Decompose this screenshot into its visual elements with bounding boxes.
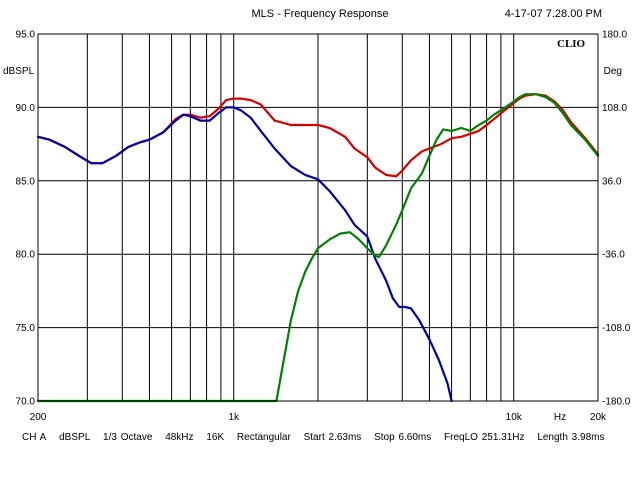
series-line-3 <box>36 93 600 403</box>
y-tick-label: 80.0 <box>16 250 36 261</box>
y-tick-label: 95.0 <box>16 30 36 41</box>
footer-size: 16K <box>206 432 225 443</box>
y2-tick-label: 108.0 <box>602 103 627 114</box>
y-axis-label-left: dBSPL <box>3 66 35 77</box>
tick-labels: 95.0 90.0 85.0 80.0 75.0 70.0 180.0 108.0 36.0 -3… <box>16 30 631 424</box>
y2-tick-label: -108.0 <box>602 323 631 334</box>
x-tick-label: 200 <box>30 412 47 423</box>
series-layer <box>36 93 600 403</box>
y-tick-label: 70.0 <box>16 397 36 408</box>
chart-title: MLS - Frequency Response <box>251 8 389 20</box>
footer-unit: dBSPL <box>59 432 91 443</box>
x-tick-label: 10k <box>506 412 523 423</box>
plot-frame <box>37 33 599 402</box>
grid-lines <box>38 34 598 401</box>
footer-smoothing: 1/3 Octave <box>103 432 153 443</box>
y-axis-label-right: Deg <box>603 66 622 77</box>
y2-tick-label: -36.0 <box>602 250 625 261</box>
series-line-2 <box>36 106 453 403</box>
y2-tick-label: 36.0 <box>602 176 622 187</box>
y2-tick-label: -180.0 <box>602 397 631 408</box>
footer-freqlo: FreqLO 251.31Hz <box>444 432 525 443</box>
clio-logo: CLIO <box>557 38 586 50</box>
footer-window: Rectangular <box>236 432 291 443</box>
measurement-settings: CH A dBSPL 1/3 Octave 48kHz 16K Rectangu… <box>22 432 613 444</box>
footer-length: Length 3.98ms <box>537 432 605 443</box>
x-tick-label: 1k <box>228 412 240 423</box>
x-axis-label: Hz <box>554 412 566 423</box>
footer-sample-rate: 48kHz <box>165 432 194 443</box>
y-tick-label: 90.0 <box>16 103 36 114</box>
footer-channel: CH A <box>22 432 47 443</box>
y-tick-label: 75.0 <box>16 323 36 334</box>
x-tick-label: 20k <box>590 412 607 423</box>
timestamp: 4-17-07 7.28.00 PM <box>504 8 602 20</box>
y2-tick-label: 180.0 <box>602 30 627 41</box>
y-tick-label: 85.0 <box>16 176 36 187</box>
footer-stop: Stop 6.60ms <box>374 432 432 443</box>
footer-start: Start 2.63ms <box>303 432 362 443</box>
